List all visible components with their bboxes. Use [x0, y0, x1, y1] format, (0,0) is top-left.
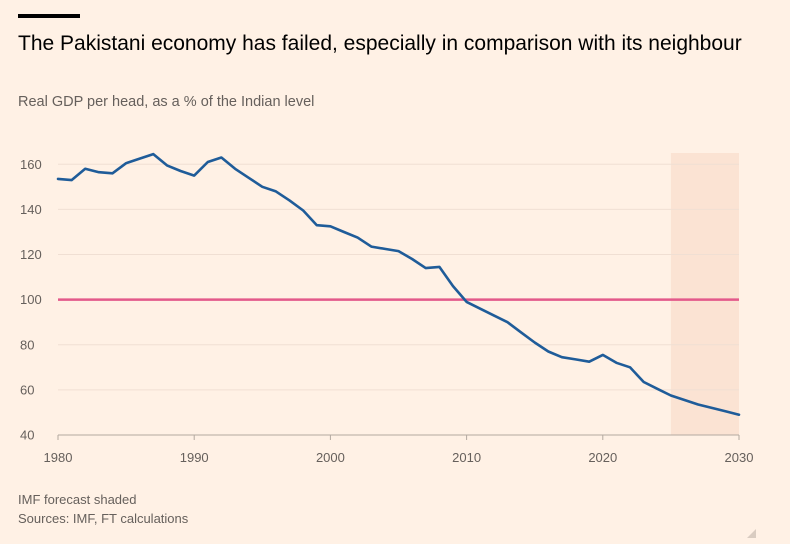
- x-tick-label-1990: 1990: [180, 450, 209, 465]
- y-tick-label-120: 120: [20, 247, 42, 262]
- chart-footer: IMF forecast shaded Sources: IMF, FT cal…: [18, 490, 188, 528]
- y-tick-label-80: 80: [20, 337, 34, 352]
- x-tick-label-2000: 2000: [316, 450, 345, 465]
- x-tick-label-2020: 2020: [588, 450, 617, 465]
- y-tick-label-100: 100: [20, 292, 42, 307]
- y-tick-label-60: 60: [20, 382, 34, 397]
- x-tick-label-1980: 1980: [44, 450, 73, 465]
- x-tick-label-2010: 2010: [452, 450, 481, 465]
- x-tick-label-2030: 2030: [725, 450, 754, 465]
- forecast-shade: [670, 153, 739, 435]
- y-tick-label-40: 40: [20, 428, 34, 443]
- series-line-gdp-ratio: [56, 152, 741, 417]
- y-tick-label-140: 140: [20, 202, 42, 217]
- resize-corner-icon: [747, 529, 756, 538]
- chart-subtitle: Real GDP per head, as a % of the Indian …: [18, 94, 315, 110]
- brand-bar: [18, 14, 80, 18]
- chart-title: The Pakistani economy has failed, especi…: [18, 32, 742, 55]
- sources-note: Sources: IMF, FT calculations: [18, 511, 189, 526]
- forecast-note: IMF forecast shaded: [18, 492, 137, 507]
- y-tick-label-160: 160: [20, 157, 42, 172]
